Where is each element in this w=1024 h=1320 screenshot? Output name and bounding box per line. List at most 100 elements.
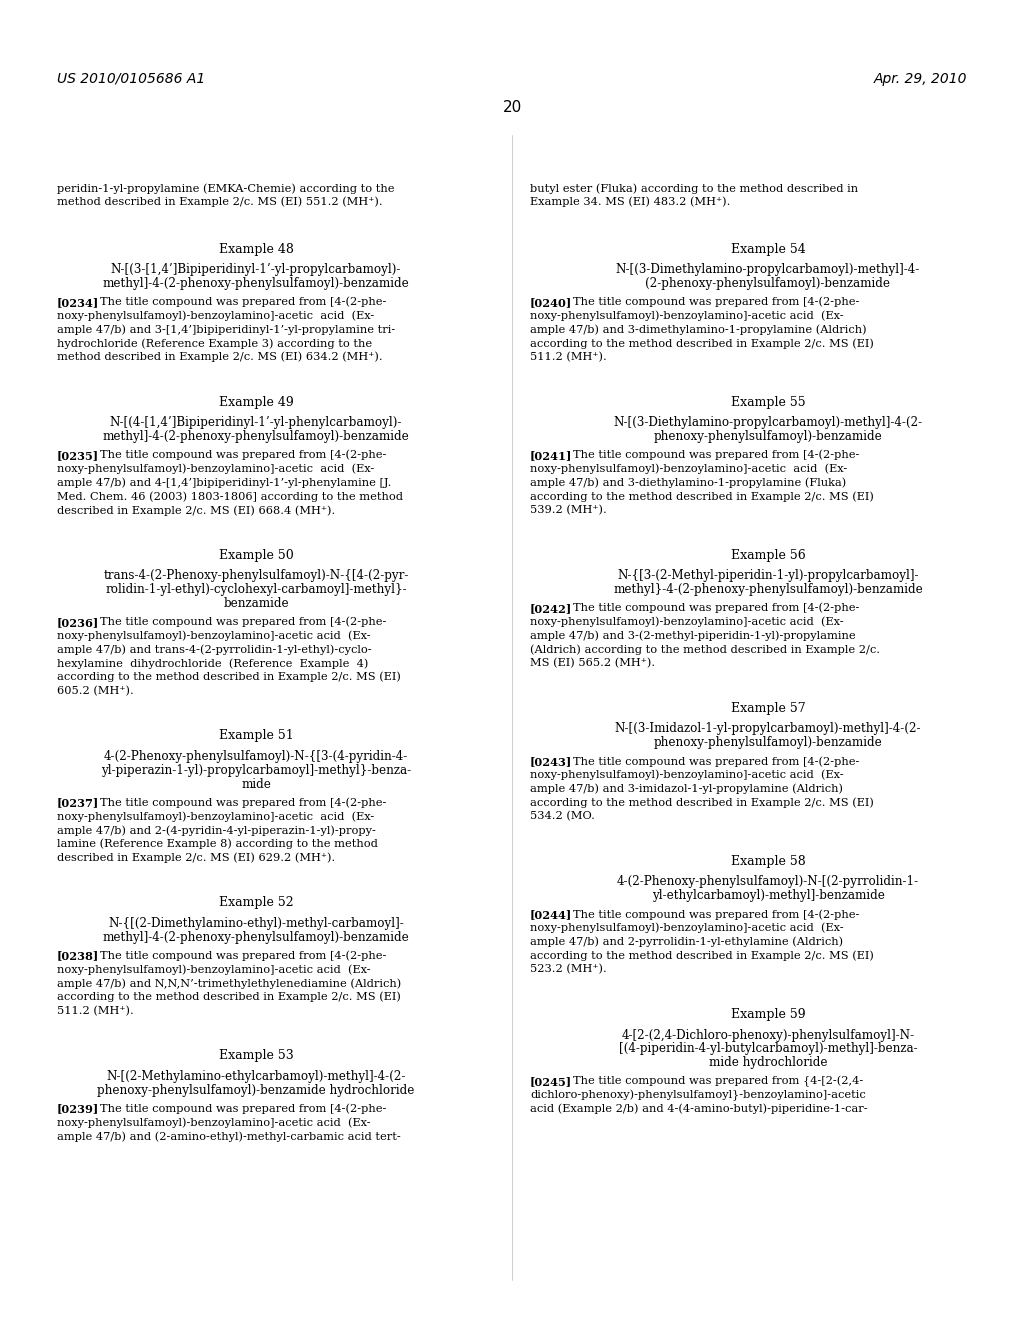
Text: Example 59: Example 59 [731,1008,805,1022]
Text: noxy-phenylsulfamoyl)-benzoylamino]-acetic acid  (Ex-: noxy-phenylsulfamoyl)-benzoylamino]-acet… [530,616,844,627]
Text: 20: 20 [503,100,521,115]
Text: noxy-phenylsulfamoyl)-benzoylamino]-acetic acid  (Ex-: noxy-phenylsulfamoyl)-benzoylamino]-acet… [530,923,844,933]
Text: ample 47/b) and 3-(2-methyl-piperidin-1-yl)-propylamine: ample 47/b) and 3-(2-methyl-piperidin-1-… [530,631,856,642]
Text: [0245]: [0245] [530,1076,572,1086]
Text: N-[(2-Methylamino-ethylcarbamoyl)-methyl]-4-(2-: N-[(2-Methylamino-ethylcarbamoyl)-methyl… [106,1071,406,1082]
Text: 4-(2-Phenoxy-phenylsulfamoyl)-N-[(2-pyrrolidin-1-: 4-(2-Phenoxy-phenylsulfamoyl)-N-[(2-pyrr… [616,875,920,888]
Text: Example 54: Example 54 [731,243,805,256]
Text: ample 47/b) and 3-diethylamino-1-propylamine (Fluka): ample 47/b) and 3-diethylamino-1-propyla… [530,478,846,488]
Text: methyl]-4-(2-phenoxy-phenylsulfamoyl)-benzamide: methyl]-4-(2-phenoxy-phenylsulfamoyl)-be… [102,277,410,290]
Text: methyl]-4-(2-phenoxy-phenylsulfamoyl)-benzamide: methyl]-4-(2-phenoxy-phenylsulfamoyl)-be… [102,430,410,444]
Text: butyl ester (Fluka) according to the method described in: butyl ester (Fluka) according to the met… [530,183,858,194]
Text: noxy-phenylsulfamoyl)-benzoylamino]-acetic acid  (Ex-: noxy-phenylsulfamoyl)-benzoylamino]-acet… [57,965,371,975]
Text: noxy-phenylsulfamoyl)-benzoylamino]-acetic acid  (Ex-: noxy-phenylsulfamoyl)-benzoylamino]-acet… [530,770,844,780]
Text: [0243]: [0243] [530,756,572,767]
Text: method described in Example 2/c. MS (EI) 551.2 (MH⁺).: method described in Example 2/c. MS (EI)… [57,197,383,207]
Text: Example 51: Example 51 [219,730,293,742]
Text: method described in Example 2/c. MS (EI) 634.2 (MH⁺).: method described in Example 2/c. MS (EI)… [57,352,383,363]
Text: Med. Chem. 46 (2003) 1803-1806] according to the method: Med. Chem. 46 (2003) 1803-1806] accordin… [57,491,403,502]
Text: Example 34. MS (EI) 483.2 (MH⁺).: Example 34. MS (EI) 483.2 (MH⁺). [530,197,730,207]
Text: 534.2 (MO.: 534.2 (MO. [530,812,595,821]
Text: ample 47/b) and 3-imidazol-1-yl-propylamine (Aldrich): ample 47/b) and 3-imidazol-1-yl-propylam… [530,784,843,795]
Text: dichloro-phenoxy)-phenylsulfamoyl}-benzoylamino]-acetic: dichloro-phenoxy)-phenylsulfamoyl}-benzo… [530,1090,865,1101]
Text: lamine (Reference Example 8) according to the method: lamine (Reference Example 8) according t… [57,838,378,849]
Text: Example 57: Example 57 [731,702,805,715]
Text: Example 52: Example 52 [219,896,293,909]
Text: [0235]: [0235] [57,450,99,461]
Text: noxy-phenylsulfamoyl)-benzoylamino]-acetic acid  (Ex-: noxy-phenylsulfamoyl)-benzoylamino]-acet… [57,1118,371,1129]
Text: mide hydrochloride: mide hydrochloride [709,1056,827,1069]
Text: [0237]: [0237] [57,797,99,808]
Text: noxy-phenylsulfamoyl)-benzoylamino]-acetic acid  (Ex-: noxy-phenylsulfamoyl)-benzoylamino]-acet… [57,631,371,642]
Text: noxy-phenylsulfamoyl)-benzoylamino]-acetic acid  (Ex-: noxy-phenylsulfamoyl)-benzoylamino]-acet… [530,310,844,321]
Text: ample 47/b) and 2-(4-pyridin-4-yl-piperazin-1-yl)-propy-: ample 47/b) and 2-(4-pyridin-4-yl-pipera… [57,825,376,836]
Text: Example 50: Example 50 [219,549,293,562]
Text: [(4-piperidin-4-yl-butylcarbamoyl)-methyl]-benza-: [(4-piperidin-4-yl-butylcarbamoyl)-methy… [618,1043,918,1056]
Text: N-[(3-Imidazol-1-yl-propylcarbamoyl)-methyl]-4-(2-: N-[(3-Imidazol-1-yl-propylcarbamoyl)-met… [614,722,922,735]
Text: described in Example 2/c. MS (EI) 668.4 (MH⁺).: described in Example 2/c. MS (EI) 668.4 … [57,506,335,516]
Text: yl-piperazin-1-yl)-propylcarbamoyl]-methyl}-benza-: yl-piperazin-1-yl)-propylcarbamoyl]-meth… [101,764,411,776]
Text: noxy-phenylsulfamoyl)-benzoylamino]-acetic  acid  (Ex-: noxy-phenylsulfamoyl)-benzoylamino]-acet… [57,812,374,822]
Text: ample 47/b) and 3-[1,4’]bipiperidinyl-1’-yl-propylamine tri-: ample 47/b) and 3-[1,4’]bipiperidinyl-1’… [57,325,395,335]
Text: N-[(4-[1,4’]Bipiperidinyl-1’-yl-phenylcarbamoyl)-: N-[(4-[1,4’]Bipiperidinyl-1’-yl-phenylca… [110,416,402,429]
Text: trans-4-(2-Phenoxy-phenylsulfamoyl)-N-{[4-(2-pyr-: trans-4-(2-Phenoxy-phenylsulfamoyl)-N-{[… [103,569,409,582]
Text: benzamide: benzamide [223,597,289,610]
Text: The title compound was prepared from [4-(2-phe-: The title compound was prepared from [4-… [573,297,860,308]
Text: Example 58: Example 58 [731,855,805,869]
Text: Example 49: Example 49 [219,396,293,409]
Text: (2-phenoxy-phenylsulfamoyl)-benzamide: (2-phenoxy-phenylsulfamoyl)-benzamide [645,277,891,290]
Text: N-{[(2-Dimethylamino-ethyl)-methyl-carbamoyl]-: N-{[(2-Dimethylamino-ethyl)-methyl-carba… [109,917,403,929]
Text: [0241]: [0241] [530,450,572,461]
Text: The title compound was prepared from [4-(2-phe-: The title compound was prepared from [4-… [100,297,387,308]
Text: mide: mide [241,777,271,791]
Text: 4-[2-(2,4-Dichloro-phenoxy)-phenylsulfamoyl]-N-: 4-[2-(2,4-Dichloro-phenoxy)-phenylsulfam… [622,1028,914,1041]
Text: yl-ethylcarbamoyl)-methyl]-benzamide: yl-ethylcarbamoyl)-methyl]-benzamide [651,890,885,903]
Text: noxy-phenylsulfamoyl)-benzoylamino]-acetic  acid  (Ex-: noxy-phenylsulfamoyl)-benzoylamino]-acet… [57,310,374,321]
Text: [0242]: [0242] [530,603,572,614]
Text: The title compound was prepared from [4-(2-phe-: The title compound was prepared from [4-… [100,450,387,461]
Text: ample 47/b) and 2-pyrrolidin-1-yl-ethylamine (Aldrich): ample 47/b) and 2-pyrrolidin-1-yl-ethyla… [530,937,843,948]
Text: [0234]: [0234] [57,297,99,308]
Text: ample 47/b) and N,N,N’-trimethylethylenediamine (Aldrich): ample 47/b) and N,N,N’-trimethylethylene… [57,978,401,989]
Text: [0236]: [0236] [57,616,99,628]
Text: according to the method described in Example 2/c. MS (EI): according to the method described in Exa… [530,950,873,961]
Text: N-{[3-(2-Methyl-piperidin-1-yl)-propylcarbamoyl]-: N-{[3-(2-Methyl-piperidin-1-yl)-propylca… [617,569,919,582]
Text: N-[(3-Dimethylamino-propylcarbamoyl)-methyl]-4-: N-[(3-Dimethylamino-propylcarbamoyl)-met… [615,263,921,276]
Text: 539.2 (MH⁺).: 539.2 (MH⁺). [530,506,607,515]
Text: Example 48: Example 48 [218,243,294,256]
Text: peridin-1-yl-propylamine (EMKA-Chemie) according to the: peridin-1-yl-propylamine (EMKA-Chemie) a… [57,183,394,194]
Text: ample 47/b) and 3-dimethylamino-1-propylamine (Aldrich): ample 47/b) and 3-dimethylamino-1-propyl… [530,325,866,335]
Text: The title compound was prepared from [4-(2-phe-: The title compound was prepared from [4-… [100,797,387,808]
Text: noxy-phenylsulfamoyl)-benzoylamino]-acetic  acid  (Ex-: noxy-phenylsulfamoyl)-benzoylamino]-acet… [530,463,847,474]
Text: MS (EI) 565.2 (MH⁺).: MS (EI) 565.2 (MH⁺). [530,659,655,668]
Text: The title compound was prepared from [4-(2-phe-: The title compound was prepared from [4-… [573,756,860,767]
Text: described in Example 2/c. MS (EI) 629.2 (MH⁺).: described in Example 2/c. MS (EI) 629.2 … [57,853,335,863]
Text: methyl]-4-(2-phenoxy-phenylsulfamoyl)-benzamide: methyl]-4-(2-phenoxy-phenylsulfamoyl)-be… [102,931,410,944]
Text: The title compound was prepared from [4-(2-phe-: The title compound was prepared from [4-… [100,616,387,627]
Text: [0239]: [0239] [57,1104,99,1114]
Text: according to the method described in Example 2/c. MS (EI): according to the method described in Exa… [530,338,873,348]
Text: 605.2 (MH⁺).: 605.2 (MH⁺). [57,685,134,696]
Text: N-[(3-Diethylamino-propylcarbamoyl)-methyl]-4-(2-: N-[(3-Diethylamino-propylcarbamoyl)-meth… [613,416,923,429]
Text: Apr. 29, 2010: Apr. 29, 2010 [873,73,967,86]
Text: The title compound was prepared from {4-[2-(2,4-: The title compound was prepared from {4-… [573,1076,863,1088]
Text: [0244]: [0244] [530,909,572,920]
Text: The title compound was prepared from [4-(2-phe-: The title compound was prepared from [4-… [573,450,860,461]
Text: [0240]: [0240] [530,297,572,308]
Text: 4-(2-Phenoxy-phenylsulfamoyl)-N-{[3-(4-pyridin-4-: 4-(2-Phenoxy-phenylsulfamoyl)-N-{[3-(4-p… [103,750,409,763]
Text: phenoxy-phenylsulfamoyl)-benzamide hydrochloride: phenoxy-phenylsulfamoyl)-benzamide hydro… [97,1084,415,1097]
Text: ample 47/b) and trans-4-(2-pyrrolidin-1-yl-ethyl)-cyclo-: ample 47/b) and trans-4-(2-pyrrolidin-1-… [57,644,372,655]
Text: 511.2 (MH⁺).: 511.2 (MH⁺). [530,352,607,362]
Text: methyl}-4-(2-phenoxy-phenylsulfamoyl)-benzamide: methyl}-4-(2-phenoxy-phenylsulfamoyl)-be… [613,583,923,597]
Text: hydrochloride (Reference Example 3) according to the: hydrochloride (Reference Example 3) acco… [57,338,372,348]
Text: according to the method described in Example 2/c. MS (EI): according to the method described in Exa… [530,797,873,808]
Text: according to the method described in Example 2/c. MS (EI): according to the method described in Exa… [57,672,400,682]
Text: hexylamine  dihydrochloride  (Reference  Example  4): hexylamine dihydrochloride (Reference Ex… [57,659,369,669]
Text: according to the method described in Example 2/c. MS (EI): according to the method described in Exa… [57,991,400,1002]
Text: (Aldrich) according to the method described in Example 2/c.: (Aldrich) according to the method descri… [530,644,880,655]
Text: noxy-phenylsulfamoyl)-benzoylamino]-acetic  acid  (Ex-: noxy-phenylsulfamoyl)-benzoylamino]-acet… [57,463,374,474]
Text: 511.2 (MH⁺).: 511.2 (MH⁺). [57,1006,134,1016]
Text: Example 55: Example 55 [731,396,805,409]
Text: rolidin-1-yl-ethyl)-cyclohexyl-carbamoyl]-methyl}-: rolidin-1-yl-ethyl)-cyclohexyl-carbamoyl… [105,583,407,597]
Text: acid (Example 2/b) and 4-(4-amino-butyl)-piperidine-1-car-: acid (Example 2/b) and 4-(4-amino-butyl)… [530,1104,867,1114]
